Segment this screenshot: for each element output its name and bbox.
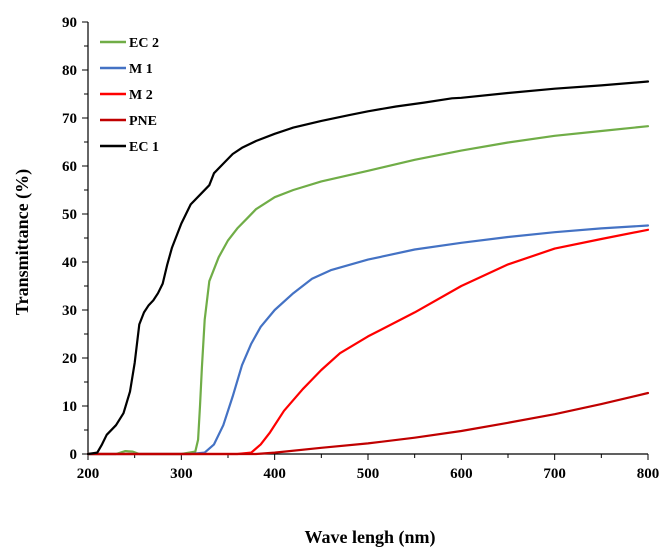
y-tick-label: 10 xyxy=(62,399,77,415)
x-axis-title: Wave lengh (nm) xyxy=(304,527,435,547)
legend-label: EC 2 xyxy=(129,36,159,51)
x-tick-label: 400 xyxy=(263,466,286,482)
y-tick-label: 70 xyxy=(62,111,77,127)
legend-label: EC 1 xyxy=(129,140,159,155)
x-tick-label: 800 xyxy=(637,466,660,482)
y-tick-label: 60 xyxy=(62,159,77,175)
legend-label: PNE xyxy=(129,114,157,129)
y-tick-label: 90 xyxy=(62,15,77,31)
x-tick-label: 700 xyxy=(543,466,566,482)
axes: 200 300 400 500 600 700 800 0 10 20 30 40 50 60 70 80 90 xyxy=(62,15,659,482)
y-tick-label: 50 xyxy=(62,207,77,223)
y-axis-title: Transmittance (%) xyxy=(12,169,33,315)
legend-label: M 1 xyxy=(129,62,153,77)
series-line-m-2 xyxy=(86,228,650,456)
x-tick-label: 200 xyxy=(77,466,100,482)
series-line-ec-1 xyxy=(86,80,650,456)
legend: EC 2 M 1 M 2 PNE EC 1 xyxy=(100,36,159,155)
x-tick-label: 500 xyxy=(357,466,380,482)
series-line-pne xyxy=(86,391,650,456)
y-tick-label: 30 xyxy=(62,303,77,319)
y-tick-label: 0 xyxy=(70,447,78,463)
y-tick-label: 20 xyxy=(62,351,77,367)
series-line-ec-2 xyxy=(86,125,650,456)
x-tick-label: 300 xyxy=(170,466,193,482)
x-tick-label: 600 xyxy=(450,466,473,482)
series-layer xyxy=(86,80,650,456)
y-tick-label: 80 xyxy=(62,63,77,79)
legend-label: M 2 xyxy=(129,88,153,103)
series-line-m-1 xyxy=(86,224,650,456)
y-tick-label: 40 xyxy=(62,255,77,271)
